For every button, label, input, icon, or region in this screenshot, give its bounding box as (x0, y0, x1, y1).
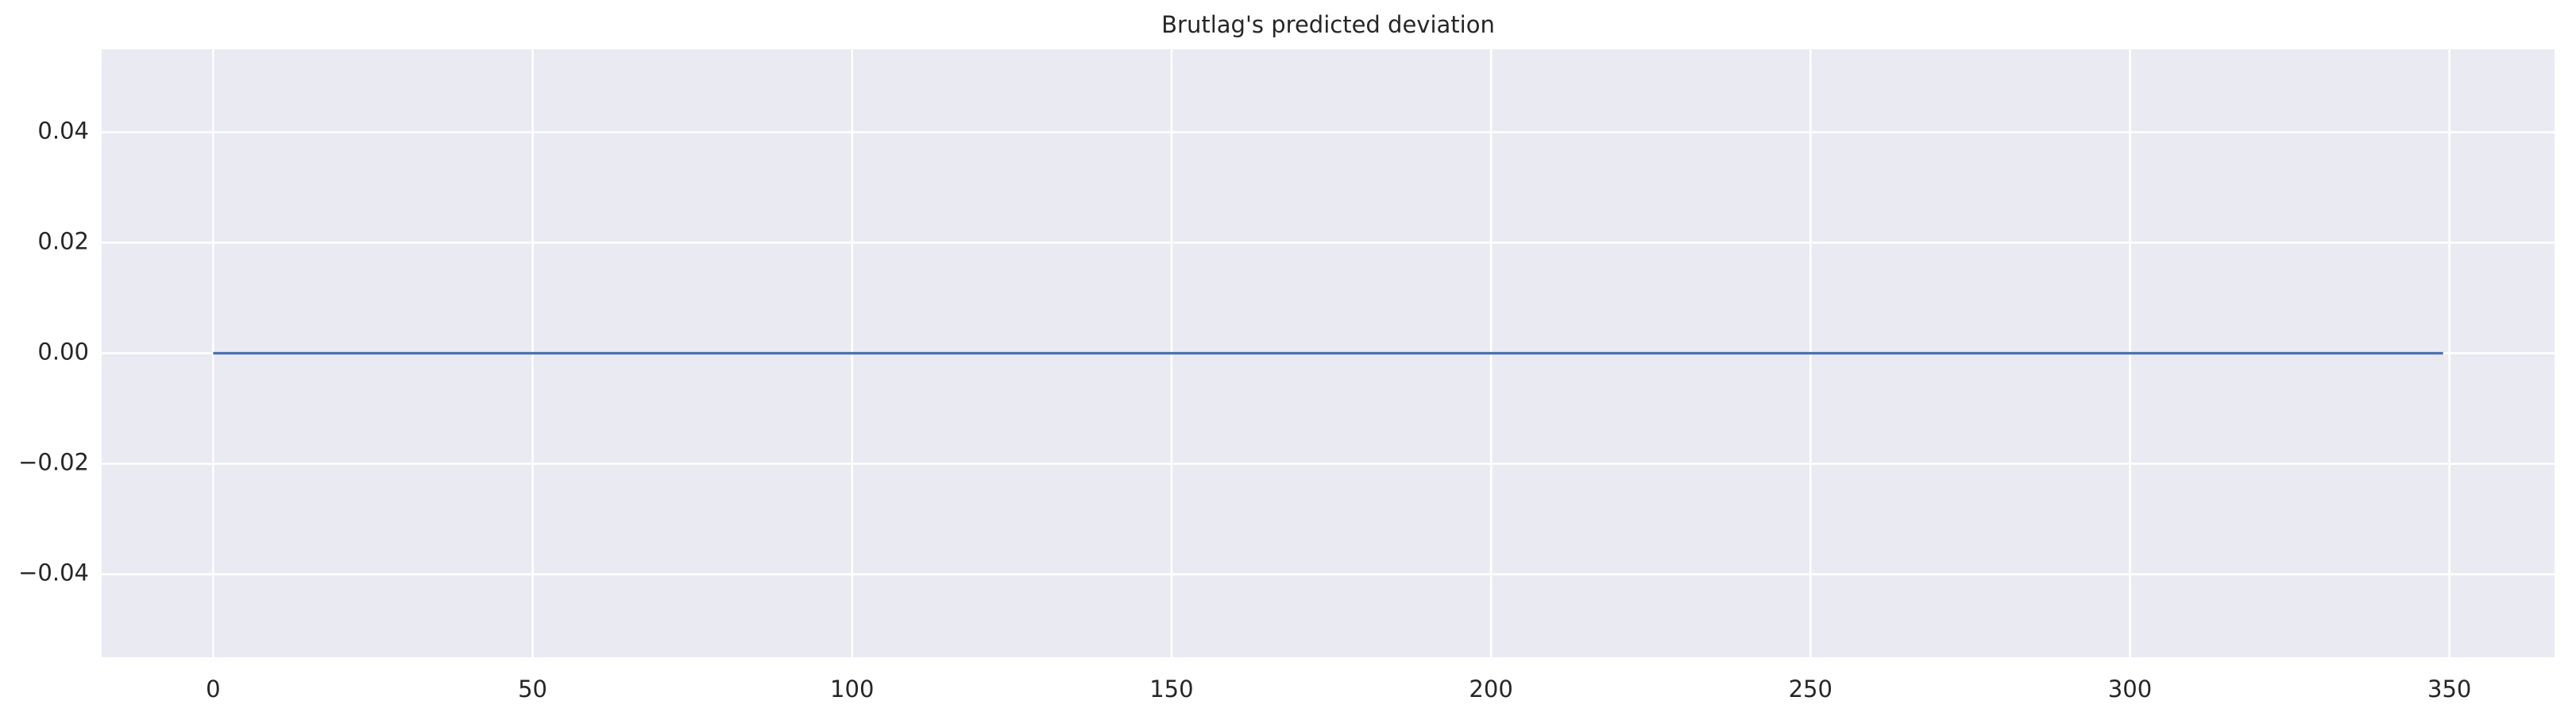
chart-title: Brutlag's predicted deviation (1161, 11, 1495, 38)
x-tick-label: 0 (206, 675, 220, 703)
y-tick-label: 0.04 (37, 117, 89, 144)
x-tick-label: 100 (830, 675, 874, 703)
x-tick-label: 50 (518, 675, 547, 703)
x-tick-label: 300 (2108, 675, 2152, 703)
x-tick-label: 150 (1149, 675, 1193, 703)
x-tick-label: 250 (1789, 675, 1833, 703)
y-tick-label: 0.00 (37, 339, 89, 366)
x-tick-label: 350 (2427, 675, 2471, 703)
y-tick-label: −0.02 (18, 449, 89, 476)
x-tick-label: 200 (1469, 675, 1512, 703)
y-tick-label: 0.02 (37, 227, 89, 254)
y-tick-label: −0.04 (18, 559, 89, 586)
